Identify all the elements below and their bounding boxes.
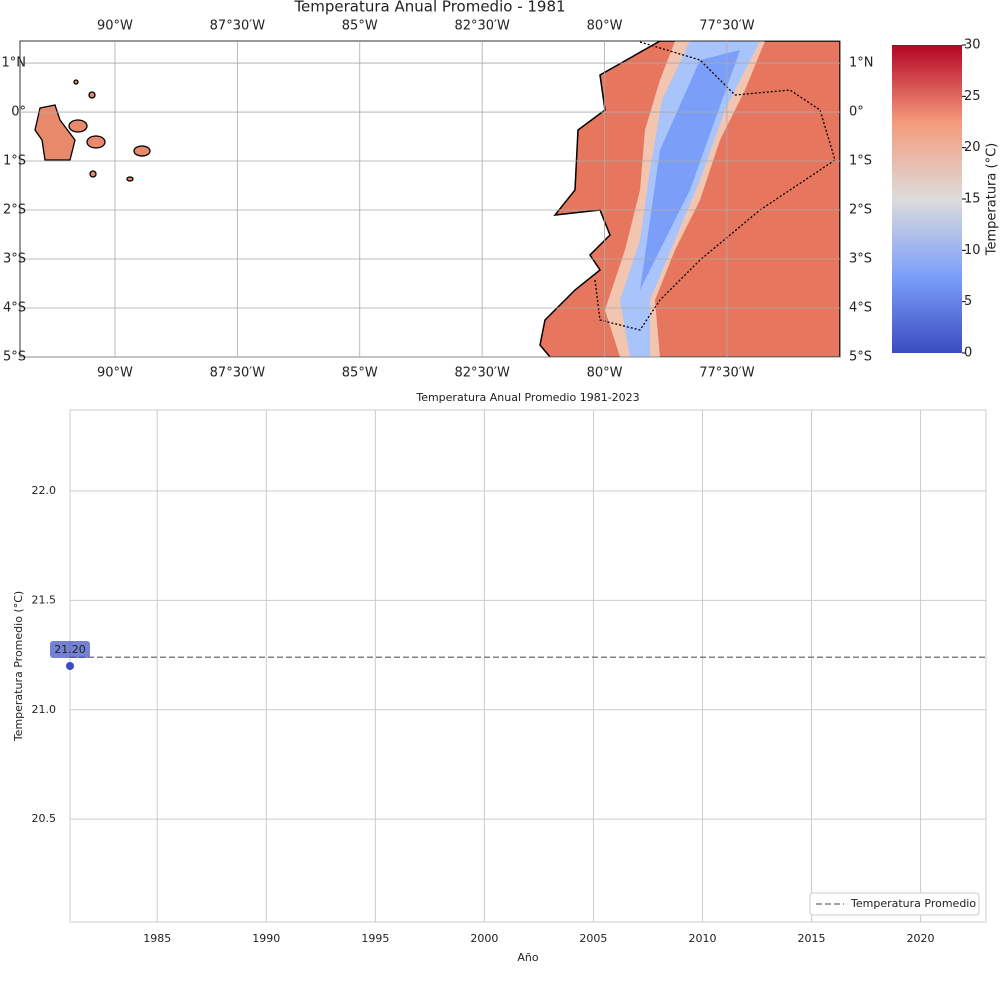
- colorbar-label: Temperatura (°C): [985, 143, 1000, 256]
- point: [66, 662, 74, 670]
- x-tick-label: 2010: [688, 932, 716, 945]
- colorbar: [892, 45, 962, 353]
- x-tick-label: 1985: [143, 932, 171, 945]
- colorbar-tick-label: 5: [964, 294, 972, 309]
- x-tick-label: 77°30′W: [699, 366, 755, 381]
- colorbar-tick-label: 30: [964, 38, 981, 53]
- y-tick-label: 2°S: [849, 203, 872, 218]
- map-land: [34, 41, 840, 357]
- y-tick-label: 1°S: [3, 154, 26, 169]
- x-tick-label: 82°30′W: [454, 19, 510, 34]
- x-tick-label: 85°W: [342, 19, 378, 34]
- x-tick-label: 80°W: [587, 19, 623, 34]
- legend-box: [809, 892, 980, 916]
- x-tick-label: 87°30′W: [210, 19, 266, 34]
- y-tick-label: 5°S: [3, 350, 26, 365]
- x-tick-label: 90°W: [97, 366, 133, 381]
- x-tick-label: 87°30′W: [210, 366, 266, 381]
- y-tick-label: 3°S: [849, 252, 872, 267]
- map-title: Temperatura Anual Promedio - 1981: [293, 0, 565, 16]
- y-tick-label: 1°N: [2, 56, 27, 71]
- y-tick-label: 4°S: [3, 301, 26, 316]
- x-tick-label: 90°W: [97, 19, 133, 34]
- y-tick-label: 3°S: [3, 252, 26, 267]
- colorbar-tick-label: 25: [964, 89, 981, 104]
- y-tick-label: 0°: [849, 105, 864, 120]
- y-tick-label: 20.5: [32, 812, 57, 825]
- y-tick-label: 5°S: [849, 350, 872, 365]
- x-tick-label: 77°30′W: [699, 19, 755, 34]
- colorbar-tick-label: 15: [964, 192, 981, 207]
- x-tick-label: 1995: [361, 932, 389, 945]
- colorbar-tick-label: 10: [964, 243, 981, 258]
- x-tick-label: 80°W: [587, 366, 623, 381]
- y-tick-label: 4°S: [849, 301, 872, 316]
- plot-frame: [69, 409, 987, 923]
- y-tick-label: 0°: [11, 105, 26, 120]
- x-tick-label: 1990: [252, 932, 280, 945]
- x-tick-label: 2005: [579, 932, 607, 945]
- x-tick-label: 82°30′W: [454, 366, 510, 381]
- chart-title: Temperatura Anual Promedio 1981-2023: [415, 391, 639, 404]
- x-tick-label: 2020: [907, 932, 935, 945]
- value-label: 21.20: [54, 643, 86, 656]
- x-axis-label: Año: [517, 951, 538, 964]
- x-tick-label: 85°W: [342, 366, 378, 381]
- colorbar-tick-label: 0: [964, 346, 972, 361]
- y-axis-label: Temperatura Promedio (°C): [12, 591, 25, 742]
- x-tick-label: 2000: [470, 932, 498, 945]
- y-tick-label: 2°S: [3, 203, 26, 218]
- y-tick-label: 1°S: [849, 154, 872, 169]
- y-tick-label: 22.0: [32, 484, 57, 497]
- y-tick-label: 21.5: [32, 593, 57, 606]
- value-label-box: [50, 641, 90, 658]
- legend-label: Temperatura Promedio: [850, 897, 976, 910]
- colorbar-tick-label: 20: [964, 140, 981, 155]
- y-tick-label: 1°N: [849, 56, 874, 71]
- x-tick-label: 2015: [798, 932, 826, 945]
- y-tick-label: 21.0: [32, 703, 57, 716]
